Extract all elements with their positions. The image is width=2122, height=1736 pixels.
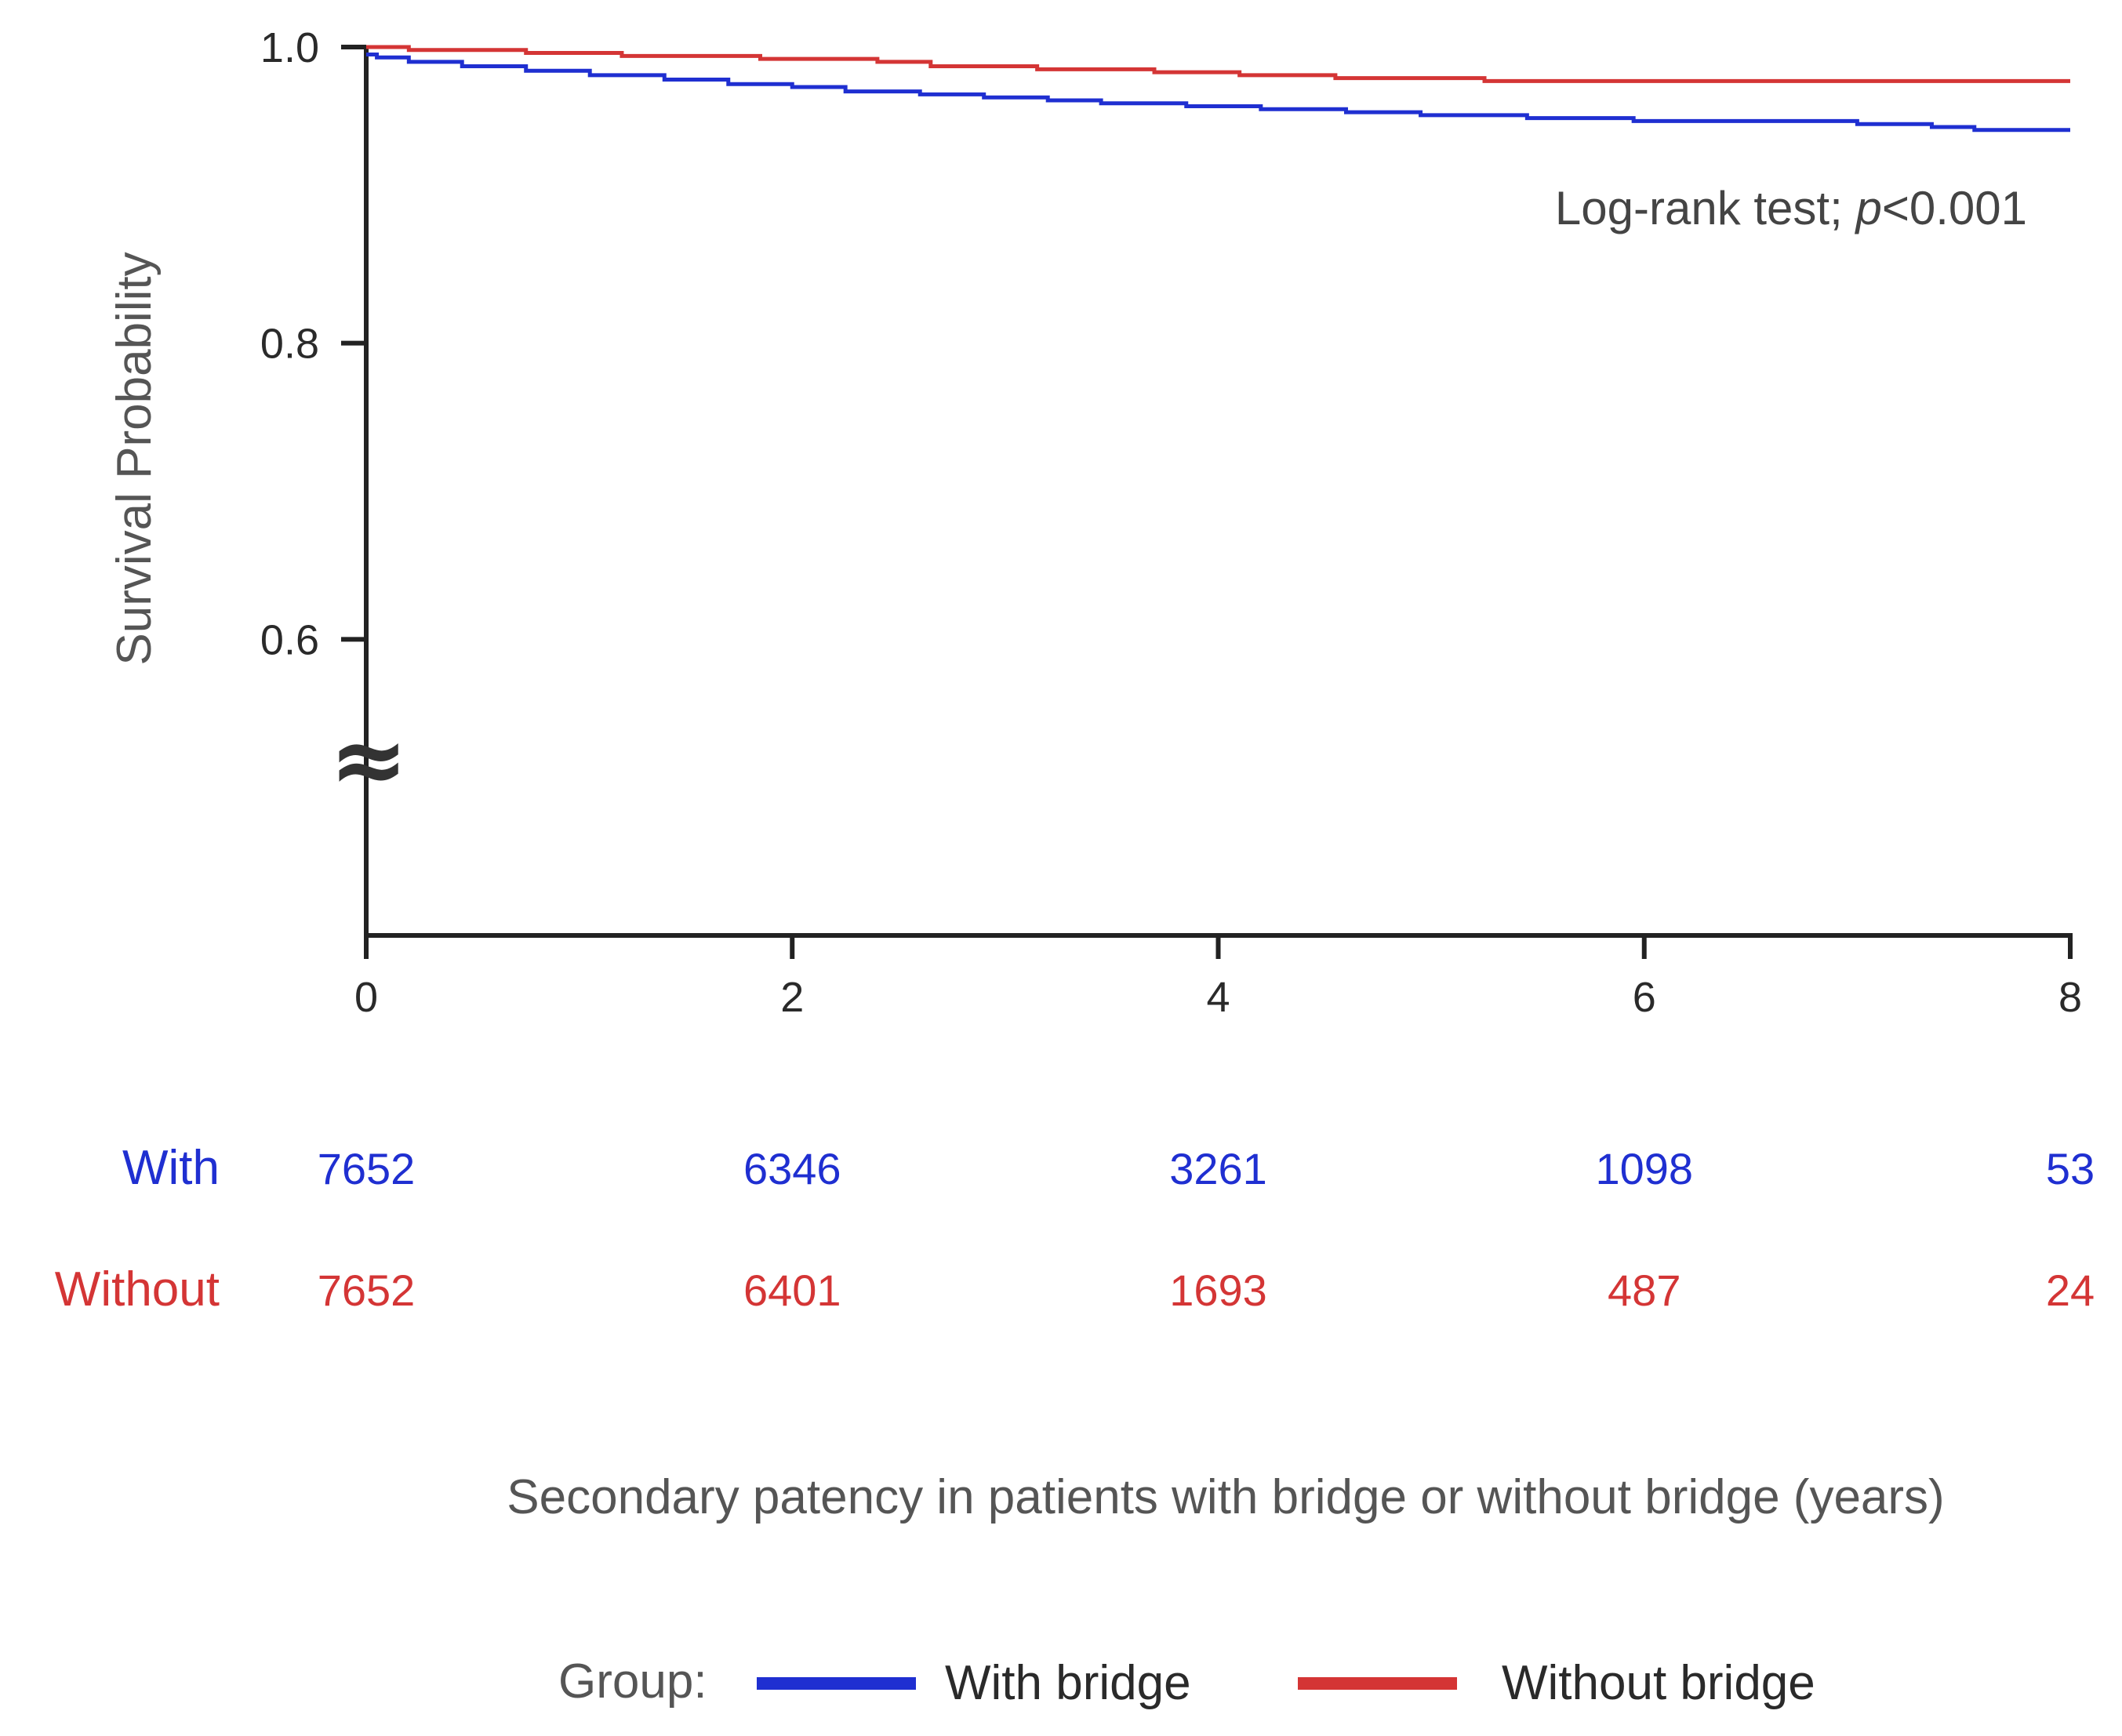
- risk-label-with: With: [122, 1141, 220, 1195]
- legend-label-with-bridge: With bridge: [945, 1656, 1191, 1710]
- x-axis-ticks: 0 2 4 6 8: [354, 935, 2082, 1021]
- risk-label-without: Without: [55, 1262, 220, 1317]
- x-axis-title: Secondary patency in patients with bridg…: [507, 1470, 1944, 1524]
- y-tick-label: 0.8: [260, 321, 319, 368]
- y-tick-label: 1.0: [260, 24, 319, 71]
- risk-count-with: 3261: [1169, 1144, 1267, 1193]
- risk-count-without: 1693: [1169, 1266, 1267, 1315]
- x-tick-label: 2: [780, 974, 804, 1021]
- log-rank-annotation: Log-rank test; p<0.001: [1555, 182, 2027, 234]
- annotation-suffix: <0.001: [1882, 182, 2027, 234]
- x-tick-label: 6: [1633, 974, 1656, 1021]
- axis-break-symbol: ≈: [329, 706, 409, 815]
- x-tick-label: 0: [354, 974, 378, 1021]
- annotation-p: p: [1854, 182, 1881, 234]
- y-tick-label: 0.6: [260, 616, 319, 663]
- risk-count-with: 1098: [1595, 1144, 1693, 1193]
- legend-title: Group:: [558, 1654, 707, 1709]
- risk-count-with: 53: [2046, 1144, 2095, 1193]
- x-tick-label: 4: [1206, 974, 1230, 1021]
- risk-count-without: 487: [1608, 1266, 1681, 1315]
- series-lines: [366, 45, 2070, 133]
- risk-row-without: 7652 6401 1693 487 24: [318, 1266, 2095, 1315]
- x-tick-label: 8: [2058, 974, 2082, 1021]
- risk-count-with: 6346: [743, 1144, 841, 1193]
- risk-count-without: 7652: [318, 1266, 416, 1315]
- legend-label-without-bridge: Without bridge: [1502, 1656, 1815, 1710]
- risk-count-with: 7652: [318, 1144, 416, 1193]
- risk-count-without: 6401: [743, 1266, 841, 1315]
- y-axis-title: Survival Probability: [107, 252, 162, 665]
- risk-count-without: 24: [2046, 1266, 2095, 1315]
- risk-row-with: 7652 6346 3261 1098 53: [318, 1144, 2095, 1193]
- legend: Group: With bridge Without bridge: [558, 1654, 1815, 1710]
- series-line-with-bridge: [366, 52, 2070, 133]
- y-axis-ticks: 0.6 0.8 1.0: [260, 24, 366, 663]
- annotation-prefix: Log-rank test;: [1555, 182, 1856, 234]
- series-line-without-bridge: [366, 45, 2070, 83]
